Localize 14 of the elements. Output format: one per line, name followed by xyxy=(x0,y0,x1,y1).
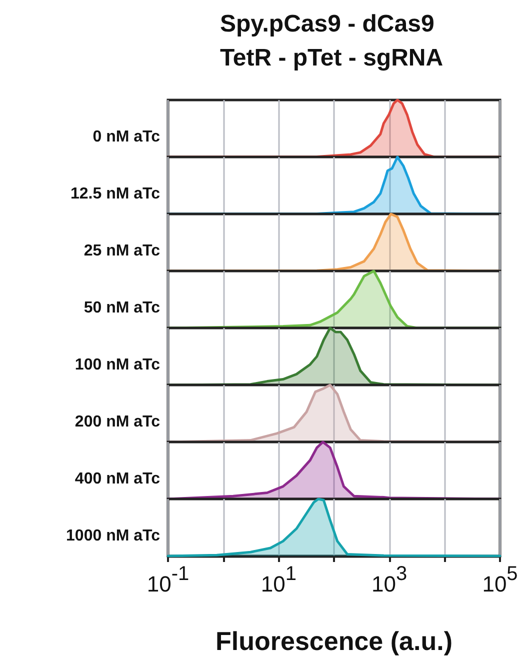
y-axis-title: 100 nM aTc xyxy=(74,356,160,374)
x-tick-label: 10-1 xyxy=(146,563,190,596)
y-axis-title: 25 nM aTc xyxy=(84,242,160,260)
y-axis-title: 200 nM aTc xyxy=(74,414,160,430)
x-tick-label: 105 xyxy=(482,563,518,596)
x-tick-label: 101 xyxy=(260,563,296,596)
x-axis-title: Fluorescence (a.u.) xyxy=(216,626,452,656)
y-axis-title: 50 nM aTc xyxy=(84,300,160,316)
y-axis-title: 1000 nM aTc xyxy=(66,528,160,544)
chart-title: Spy.pCas9 - dCas9 TetR - pTet - sgRNA xyxy=(220,10,444,72)
y-axis-title: 0 nM aTc xyxy=(92,128,160,146)
y-axis-title: 12.5 nM aTc xyxy=(70,186,160,202)
y-axis-title: 400 nM aTc xyxy=(74,470,160,488)
x-tick-label: 103 xyxy=(372,563,408,596)
